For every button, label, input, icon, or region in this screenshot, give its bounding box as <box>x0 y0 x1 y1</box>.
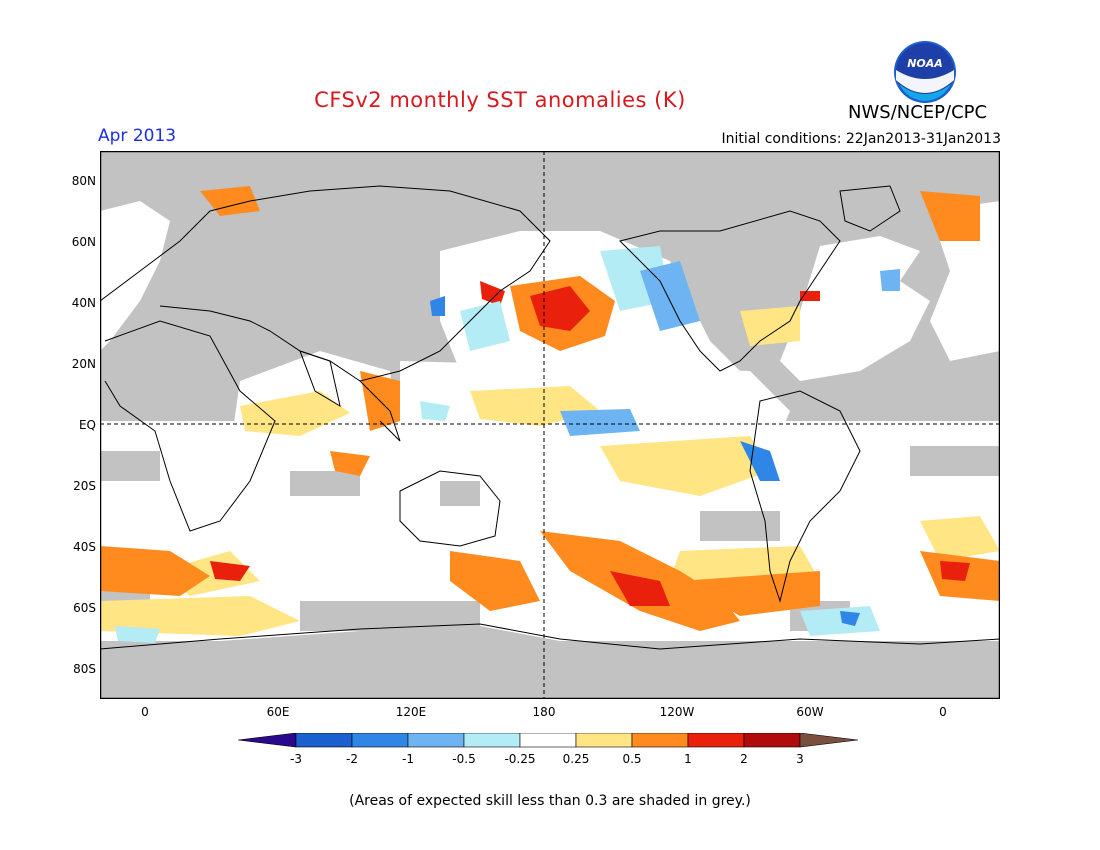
colorbar-segment <box>238 733 297 748</box>
lat-label: 40N <box>71 296 96 310</box>
noaa-logo-text: NOAA <box>907 57 943 70</box>
colorbar-segment <box>799 733 859 748</box>
coastlines <box>100 185 1000 650</box>
skill-note: (Areas of expected skill less than 0.3 a… <box>349 793 751 809</box>
colorbar-tick-label: -0.5 <box>452 752 476 766</box>
lat-label: 20S <box>73 479 96 493</box>
colorbar-tick-label: -1 <box>402 752 414 766</box>
colorbar-tick-label: -3 <box>290 752 302 766</box>
colorbar-segment <box>631 733 689 748</box>
lat-label: 80S <box>73 662 96 676</box>
agency-label: NWS/NCEP/CPC <box>848 102 988 123</box>
colorbar-segment <box>351 733 409 748</box>
colorbar-tick-label: 2 <box>740 752 748 766</box>
colorbar-tick-label: 1 <box>684 752 692 766</box>
colorbar-segment <box>407 733 465 748</box>
lat-label: 80N <box>71 174 96 188</box>
map-title: CFSv2 monthly SST anomalies (K) <box>314 88 686 112</box>
initial-conditions: Initial conditions: 22Jan2013-31Jan2013 <box>721 131 1001 147</box>
colorbar-tick-label: 3 <box>796 752 804 766</box>
colorbar-tick-label: -2 <box>346 752 358 766</box>
colorbar-tick-label: 0.25 <box>562 752 590 766</box>
lon-label: 0 <box>141 705 149 719</box>
valid-month: Apr 2013 <box>98 126 177 146</box>
colorbar-segment <box>463 733 521 748</box>
colorbar-segment <box>687 733 745 748</box>
lon-label: 60E <box>266 705 290 719</box>
lon-label: 120E <box>395 705 427 719</box>
colorbar-segment <box>519 733 577 748</box>
colorbar <box>238 733 859 748</box>
colorbar-tick-label: -0.25 <box>504 752 536 766</box>
colorbar-segment <box>575 733 633 748</box>
colorbar-segment <box>743 733 801 748</box>
lat-label: 60N <box>71 235 96 249</box>
colorbar-segment <box>295 733 353 748</box>
lat-label: 20N <box>71 357 96 371</box>
lon-label: 180 <box>532 705 556 719</box>
antarctica <box>100 626 1000 699</box>
lon-label: 0 <box>939 705 947 719</box>
lat-label: 60S <box>73 601 96 615</box>
noaa-logo: NOAA <box>894 41 956 103</box>
lat-label: 40S <box>73 540 96 554</box>
sst-anomaly-map <box>100 151 1000 699</box>
lon-label: 120W <box>659 705 695 719</box>
lon-label: 60W <box>796 705 824 719</box>
map-frame <box>100 151 1000 699</box>
colorbar-tick-label: 0.5 <box>622 752 642 766</box>
lat-label: EQ <box>78 418 96 432</box>
